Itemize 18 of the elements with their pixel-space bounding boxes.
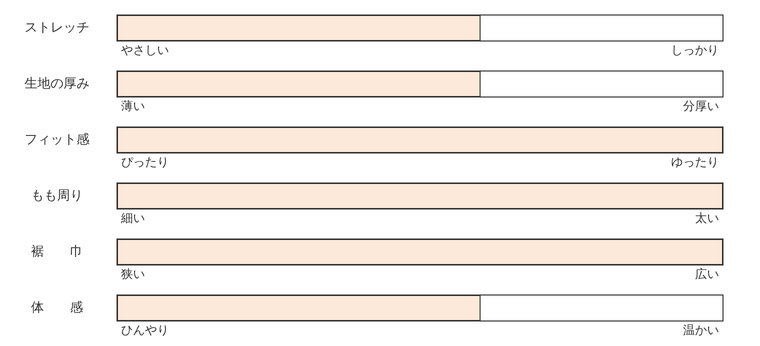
annotation: 温かい: [683, 323, 719, 337]
annotation: しっかり: [671, 43, 719, 57]
y-tick-label: 生地の厚み: [24, 76, 90, 92]
annotation: ぴったり: [121, 155, 169, 169]
annotation: ゆったり: [671, 155, 719, 169]
y-tick-label: ストレッチ: [24, 20, 90, 36]
annotation: 広い: [695, 267, 719, 281]
annotation: 分厚い: [683, 99, 719, 113]
annotation: ひんやり: [121, 323, 169, 337]
annotation: 細い: [120, 211, 145, 225]
y-tick-label: もも周り: [31, 188, 83, 204]
annotation: 狭い: [121, 267, 145, 281]
annotation: 薄い: [121, 99, 145, 113]
y-tick-label: 体 感: [31, 300, 83, 316]
y-tick-label: フィット感: [24, 132, 90, 148]
annotation: 太い: [695, 211, 719, 225]
annotation: やさしい: [121, 43, 169, 57]
y-tick-label: 裾 巾: [31, 244, 83, 260]
